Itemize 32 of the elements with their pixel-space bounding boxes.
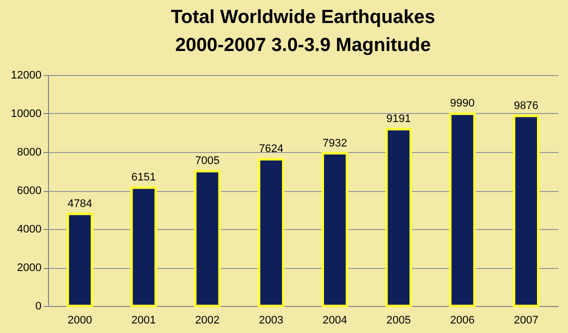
x-tick-label: 2004 (322, 314, 348, 326)
data-label: 6151 (131, 172, 156, 184)
x-tick-label: 2003 (258, 314, 284, 326)
y-tick-label: 6000 (17, 185, 42, 197)
x-tick-label: 2007 (514, 314, 538, 326)
x-tick-label: 2002 (195, 314, 220, 326)
bar (322, 152, 348, 308)
bar (385, 128, 412, 308)
data-label: 9191 (386, 113, 411, 126)
data-label: 4784 (68, 198, 92, 210)
bar (130, 186, 157, 308)
data-label: 9990 (450, 98, 475, 110)
data-label: 7932 (322, 137, 348, 150)
bar (66, 212, 94, 308)
x-tick-label: 2006 (450, 314, 475, 326)
y-tick-label: 2000 (17, 262, 42, 274)
data-label: 9876 (514, 100, 538, 112)
y-tick-label: 12000 (10, 70, 42, 82)
x-tick-label: 2001 (131, 314, 156, 326)
y-tick-label: 10000 (10, 108, 42, 120)
bar (512, 114, 540, 308)
bar (449, 112, 476, 308)
y-tick-label: 8000 (17, 146, 42, 158)
x-tick-label: 2005 (386, 314, 411, 326)
data-label: 7005 (195, 155, 220, 168)
y-tick-label: 0 (35, 300, 42, 312)
bar (194, 170, 221, 308)
y-tick-label: 4000 (17, 224, 42, 236)
chart-title: Total Worldwide Earthquakes 2000-2007 3.0-3.9 Magnitude (170, 7, 436, 56)
data-label: 7624 (258, 143, 284, 156)
x-tick-label: 2000 (68, 314, 92, 326)
bar (258, 158, 284, 308)
